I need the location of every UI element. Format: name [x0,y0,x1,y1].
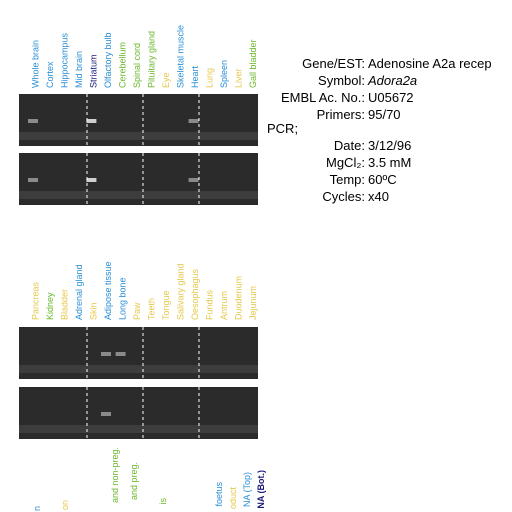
lane-label: Hippocampus [60,32,70,88]
gel-band [28,119,38,123]
lane-label: NA (Top) [242,472,252,507]
lane-label: Adipose tissue [103,261,113,320]
gel-glow [19,132,258,140]
lane-label: n [32,506,42,511]
info-value: Adenosine A2a recep [368,56,492,71]
lane-label: Oesophagus [190,268,200,320]
lane-label: NA (Bot.) [256,470,266,509]
info-label: Symbol: [318,73,365,88]
lane-label: Gall bladder [248,39,258,88]
gel-glow [19,365,258,373]
gel-band [188,178,199,182]
lane-label: foetus [214,482,224,507]
lane-label: Bladder [60,289,70,320]
gel-band [101,412,111,416]
info-label: EMBL Ac. No.: [281,90,365,105]
lane-label: on [60,500,70,510]
lane-label: Eye [161,72,171,88]
lane-label: Skin [89,302,99,320]
lane-label: Spleen [219,60,229,88]
info-value: Adora2a [367,73,417,88]
info-value: U05672 [368,90,414,105]
info-label: Primers: [317,107,365,122]
lane-label: Antrum [219,291,229,320]
info-label: Date: [334,138,365,153]
lane-label: Spinal cord [132,43,142,88]
lane-label: Teeth [147,298,157,320]
lane-label: Long bone [118,277,128,320]
info-value: 3/12/96 [368,138,411,153]
info-label: Cycles: [322,189,365,204]
info-value: 60ºC [368,172,397,187]
lane-label: Cortex [45,61,55,88]
gel-glow [19,191,258,199]
info-label: Temp: [330,172,365,187]
lane-label: Liver [234,68,244,88]
lane-label: Fundus [205,289,215,320]
lane-label: Skeletal muscle [176,25,186,88]
gel-band [86,119,97,123]
lane-label: Jejunum [248,286,258,320]
lane-label: Tongue [161,290,171,320]
gel-band [28,178,38,182]
info-label: MgCl₂: [326,155,365,170]
lane-label: Lung [205,68,215,88]
lane-label: Pituitary gland [147,31,157,88]
lane-label: Whole brain [31,40,41,88]
lane-label: Duodenum [234,276,244,320]
info-value: 3.5 mM [368,155,411,170]
info-label: Gene/EST: [302,56,365,71]
info-value: 95/70 [368,107,401,122]
lane-label: Olfactory bulb [103,32,113,88]
lane-label: is [158,498,168,505]
lane-label: Striatum [89,54,99,88]
lane-label: and non-preg. [110,447,120,503]
gel-band [188,119,199,123]
lane-label: Salivary gland [176,263,186,320]
lane-label: oduct [228,487,238,510]
lane-label: Mid brain [74,51,84,88]
gel-glow [19,425,258,433]
lane-label: Kidney [45,292,55,320]
gel-band [86,178,97,182]
lane-label: and preg. [129,462,139,500]
lane-label: Adrenal gland [74,264,84,320]
pcr-label: PCR; [267,121,298,136]
gel-band [115,352,126,356]
info-value: x40 [368,189,389,204]
gel-band [101,352,111,356]
lane-label: Heart [190,65,200,88]
lane-label: Cerebellum [118,42,128,88]
lane-label: Pancreas [31,281,41,320]
lane-label: Paw [132,302,142,320]
